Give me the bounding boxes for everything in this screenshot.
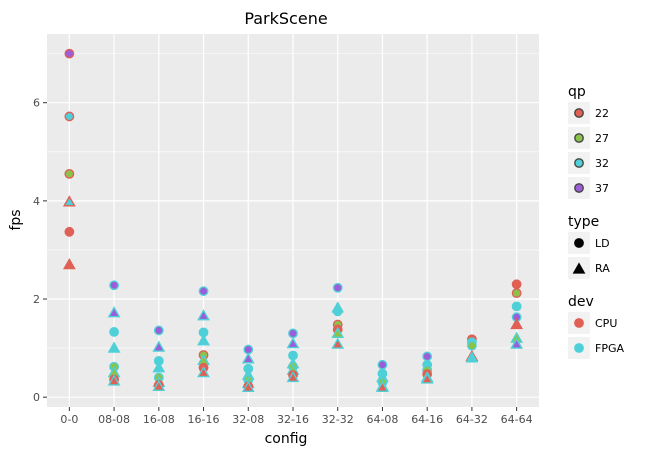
legend-key-triangle: [572, 262, 586, 274]
data-point-ra: [286, 337, 300, 349]
data-point-ld: [109, 280, 119, 291]
data-point-ra: [152, 379, 166, 391]
data-point-ra: [465, 351, 479, 363]
data-point-ld: [511, 301, 522, 312]
legend-key-circle: [574, 343, 584, 353]
data-point-ld: [153, 325, 164, 336]
data-point-ld: [511, 288, 522, 299]
legend-label: 32: [595, 157, 609, 170]
legend-label: 22: [595, 107, 609, 120]
data-point-ld: [198, 286, 209, 297]
legend-label: 37: [595, 182, 609, 195]
data-point-ld: [467, 340, 477, 351]
x-tick-label: 64-08: [366, 413, 398, 426]
data-point-ra: [241, 380, 255, 392]
y-tick-label: 4: [33, 195, 40, 208]
x-tick-label: 32-08: [232, 413, 264, 426]
legend-label: LD: [595, 237, 610, 250]
data-point-ra: [376, 380, 389, 392]
data-point-ra: [331, 326, 345, 338]
y-tick-label: 0: [33, 391, 40, 404]
data-point-ld: [288, 328, 298, 339]
data-point-ra: [510, 317, 524, 330]
legend-label: RA: [595, 262, 610, 275]
data-point-ra: [286, 370, 300, 383]
x-tick-label: 08-08: [98, 413, 130, 426]
data-point-ld: [109, 327, 119, 337]
data-point-ld: [64, 48, 75, 59]
x-tick-label: 16-08: [143, 413, 175, 426]
data-point-ld: [332, 282, 343, 293]
x-tick-label: 64-64: [501, 413, 533, 426]
x-tick-label: 32-32: [322, 413, 354, 426]
x-tick-label: 16-16: [188, 413, 220, 426]
legend-key-circle: [574, 318, 584, 328]
x-tick-label: 64-32: [456, 413, 488, 426]
data-point-ra: [107, 341, 121, 353]
data-point-ra: [62, 195, 76, 207]
data-point-ra: [62, 258, 76, 270]
data-point-ld: [332, 306, 343, 317]
data-point-ra: [152, 340, 166, 352]
data-point-ld: [64, 168, 75, 179]
data-point-ra: [152, 361, 166, 373]
data-point-ld: [377, 359, 388, 370]
chart-title: ParkScene: [244, 9, 327, 28]
data-point-ld: [64, 226, 75, 237]
data-point-ld: [64, 111, 75, 122]
y-axis-ticks: 0 2 4 6: [33, 97, 47, 404]
x-tick-label: 64-16: [411, 413, 443, 426]
legend-key-circle: [574, 108, 584, 118]
legend-title: dev: [568, 294, 594, 310]
legend-label: 27: [595, 132, 609, 145]
data-points: [62, 48, 524, 392]
data-point-ld: [422, 351, 433, 362]
legend-label: CPU: [595, 317, 617, 330]
data-point-ra: [197, 309, 210, 321]
data-point-ra: [241, 352, 255, 364]
data-point-ra: [331, 337, 345, 349]
data-point-ra: [510, 337, 524, 349]
x-axis-title: config: [265, 431, 308, 447]
data-point-ra: [197, 334, 210, 346]
legend-key-circle: [574, 238, 584, 248]
legend-key-circle: [574, 133, 584, 143]
data-point-ra: [197, 366, 210, 378]
y-axis-title: fps: [8, 209, 24, 230]
x-axis-ticks: 0-0 08-08 16-08 16-16 32-08 32-16 32-32 64-08 64…: [60, 407, 533, 426]
data-point-ra: [420, 372, 434, 384]
x-tick-label: 0-0: [60, 413, 78, 426]
data-point-ra: [107, 306, 121, 318]
legend-title: type: [568, 214, 599, 230]
data-point-ld: [511, 279, 522, 290]
x-tick-label: 32-16: [277, 413, 309, 426]
y-tick-label: 2: [33, 293, 40, 306]
legend-key-circle: [574, 183, 584, 193]
legend-key-circle: [574, 158, 584, 168]
legend-title: qp: [568, 84, 586, 100]
data-point-ra: [107, 374, 121, 386]
y-tick-label: 6: [33, 97, 40, 110]
legend-label: FPGA: [595, 342, 624, 355]
